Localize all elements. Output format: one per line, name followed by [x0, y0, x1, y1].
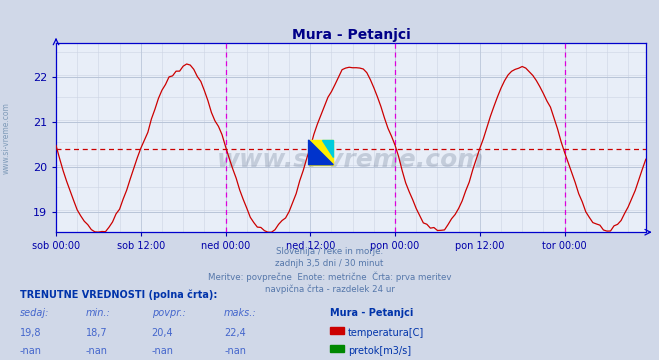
Bar: [308, 140, 333, 165]
Text: -nan: -nan: [86, 346, 107, 356]
Text: www.si-vreme.com: www.si-vreme.com: [1, 102, 11, 174]
Text: TRENUTNE VREDNOSTI (polna črta):: TRENUTNE VREDNOSTI (polna črta):: [20, 290, 217, 300]
Text: zadnjh 3,5 dni / 30 minut: zadnjh 3,5 dni / 30 minut: [275, 259, 384, 268]
Text: 19,8: 19,8: [20, 328, 42, 338]
Text: sedaj:: sedaj:: [20, 308, 49, 318]
Title: Mura - Petanjci: Mura - Petanjci: [291, 28, 411, 42]
Text: navpična črta - razdelek 24 ur: navpična črta - razdelek 24 ur: [264, 284, 395, 294]
Text: -nan: -nan: [224, 346, 246, 356]
Text: maks.:: maks.:: [224, 308, 257, 318]
Text: temperatura[C]: temperatura[C]: [348, 328, 424, 338]
Polygon shape: [322, 140, 333, 157]
Text: -nan: -nan: [152, 346, 173, 356]
Text: -nan: -nan: [20, 346, 42, 356]
Text: www.si-vreme.com: www.si-vreme.com: [217, 148, 484, 172]
Text: Mura - Petanjci: Mura - Petanjci: [330, 308, 413, 318]
Text: pretok[m3/s]: pretok[m3/s]: [348, 346, 411, 356]
Text: 20,4: 20,4: [152, 328, 173, 338]
Text: povpr.:: povpr.:: [152, 308, 185, 318]
Polygon shape: [308, 140, 333, 165]
Text: Slovenija / reke in morje.: Slovenija / reke in morje.: [276, 247, 383, 256]
Text: Meritve: povprečne  Enote: metrične  Črta: prva meritev: Meritve: povprečne Enote: metrične Črta:…: [208, 272, 451, 282]
Text: 18,7: 18,7: [86, 328, 107, 338]
Text: 22,4: 22,4: [224, 328, 246, 338]
Text: min.:: min.:: [86, 308, 111, 318]
